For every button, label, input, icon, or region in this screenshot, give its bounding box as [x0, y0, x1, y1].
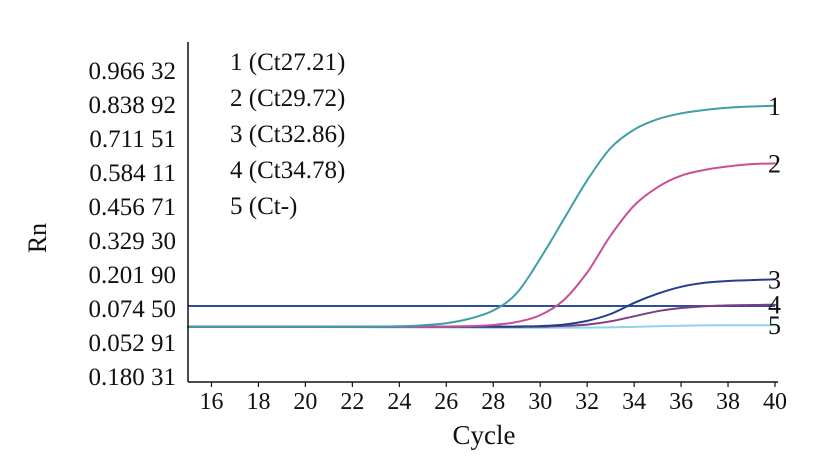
y-tick-label: 0.966 32 [89, 58, 177, 85]
x-tick-label: 26 [434, 389, 458, 415]
y-tick-label: 0.329 30 [89, 228, 177, 255]
series-end-label-5: 5 [768, 311, 781, 340]
series-end-label-3: 3 [768, 265, 781, 294]
series-end-label-2: 2 [768, 149, 781, 178]
series-lines [187, 104, 776, 329]
x-tick-label: 28 [481, 389, 505, 415]
x-tick-label: 22 [340, 389, 364, 415]
legend-entry: 5 (Ct-) [230, 193, 297, 220]
y-tick-label: 0.180 31 [89, 364, 177, 391]
x-tick-label: 36 [669, 389, 693, 415]
y-tick-label: 0.838 92 [89, 92, 177, 119]
x-tick-label: 16 [199, 389, 223, 415]
x-tick-label: 30 [528, 389, 552, 415]
x-axis-label: Cycle [453, 420, 516, 450]
x-axis-tick-labels: 16 18 20 22 24 26 28 30 32 34 36 38 40 [199, 389, 787, 415]
series-end-labels: 1 2 345 [768, 92, 781, 340]
legend: 1 (Ct27.21) 2 (Ct29.72) 3 (Ct32.86) 4 (Ct34… [230, 49, 345, 220]
axes [187, 42, 778, 383]
legend-entry: 4 (Ct34.78) [230, 157, 345, 184]
x-tick-label: 18 [246, 389, 270, 415]
series-end-label-4: 4 [768, 291, 781, 320]
y-tick-label: 0.456 71 [89, 194, 177, 221]
x-tick-label: 40 [763, 389, 787, 415]
legend-entry: 2 (Ct29.72) [230, 85, 345, 112]
x-tick-label: 24 [387, 389, 411, 415]
y-tick-label: 0.052 91 [89, 330, 177, 357]
y-axis-tick-labels: 0.966 32 0.838 92 0.711 51 0.584 11 0.456 71… [89, 58, 177, 391]
series-end-label-1: 1 [768, 92, 781, 121]
y-axis-label: Rn [23, 223, 52, 253]
x-axis-ticks [210, 382, 776, 387]
legend-entry: 3 (Ct32.86) [230, 121, 345, 148]
y-tick-label: 0.074 50 [89, 296, 177, 323]
series-line-3 [187, 278, 776, 328]
series-line-1 [187, 104, 776, 328]
series-line-2 [187, 162, 776, 328]
y-tick-label: 0.584 11 [89, 160, 176, 187]
x-tick-label: 20 [293, 389, 317, 415]
y-tick-label: 0.711 51 [89, 126, 176, 153]
x-tick-label: 34 [622, 389, 646, 415]
legend-entry: 1 (Ct27.21) [230, 49, 345, 76]
x-tick-label: 32 [575, 389, 599, 415]
x-tick-label: 38 [716, 389, 740, 415]
y-tick-label: 0.201 90 [89, 262, 177, 289]
